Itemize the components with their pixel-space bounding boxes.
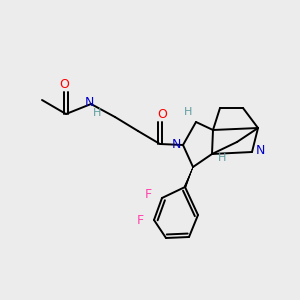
Text: H: H <box>184 107 192 117</box>
Text: N: N <box>84 97 94 110</box>
Text: O: O <box>59 79 69 92</box>
Polygon shape <box>184 167 193 188</box>
Text: N: N <box>255 143 265 157</box>
Text: H: H <box>218 153 226 163</box>
Text: O: O <box>157 109 167 122</box>
Text: N: N <box>171 139 181 152</box>
Text: F: F <box>144 188 152 202</box>
Text: H: H <box>93 108 101 118</box>
Text: F: F <box>136 214 144 226</box>
